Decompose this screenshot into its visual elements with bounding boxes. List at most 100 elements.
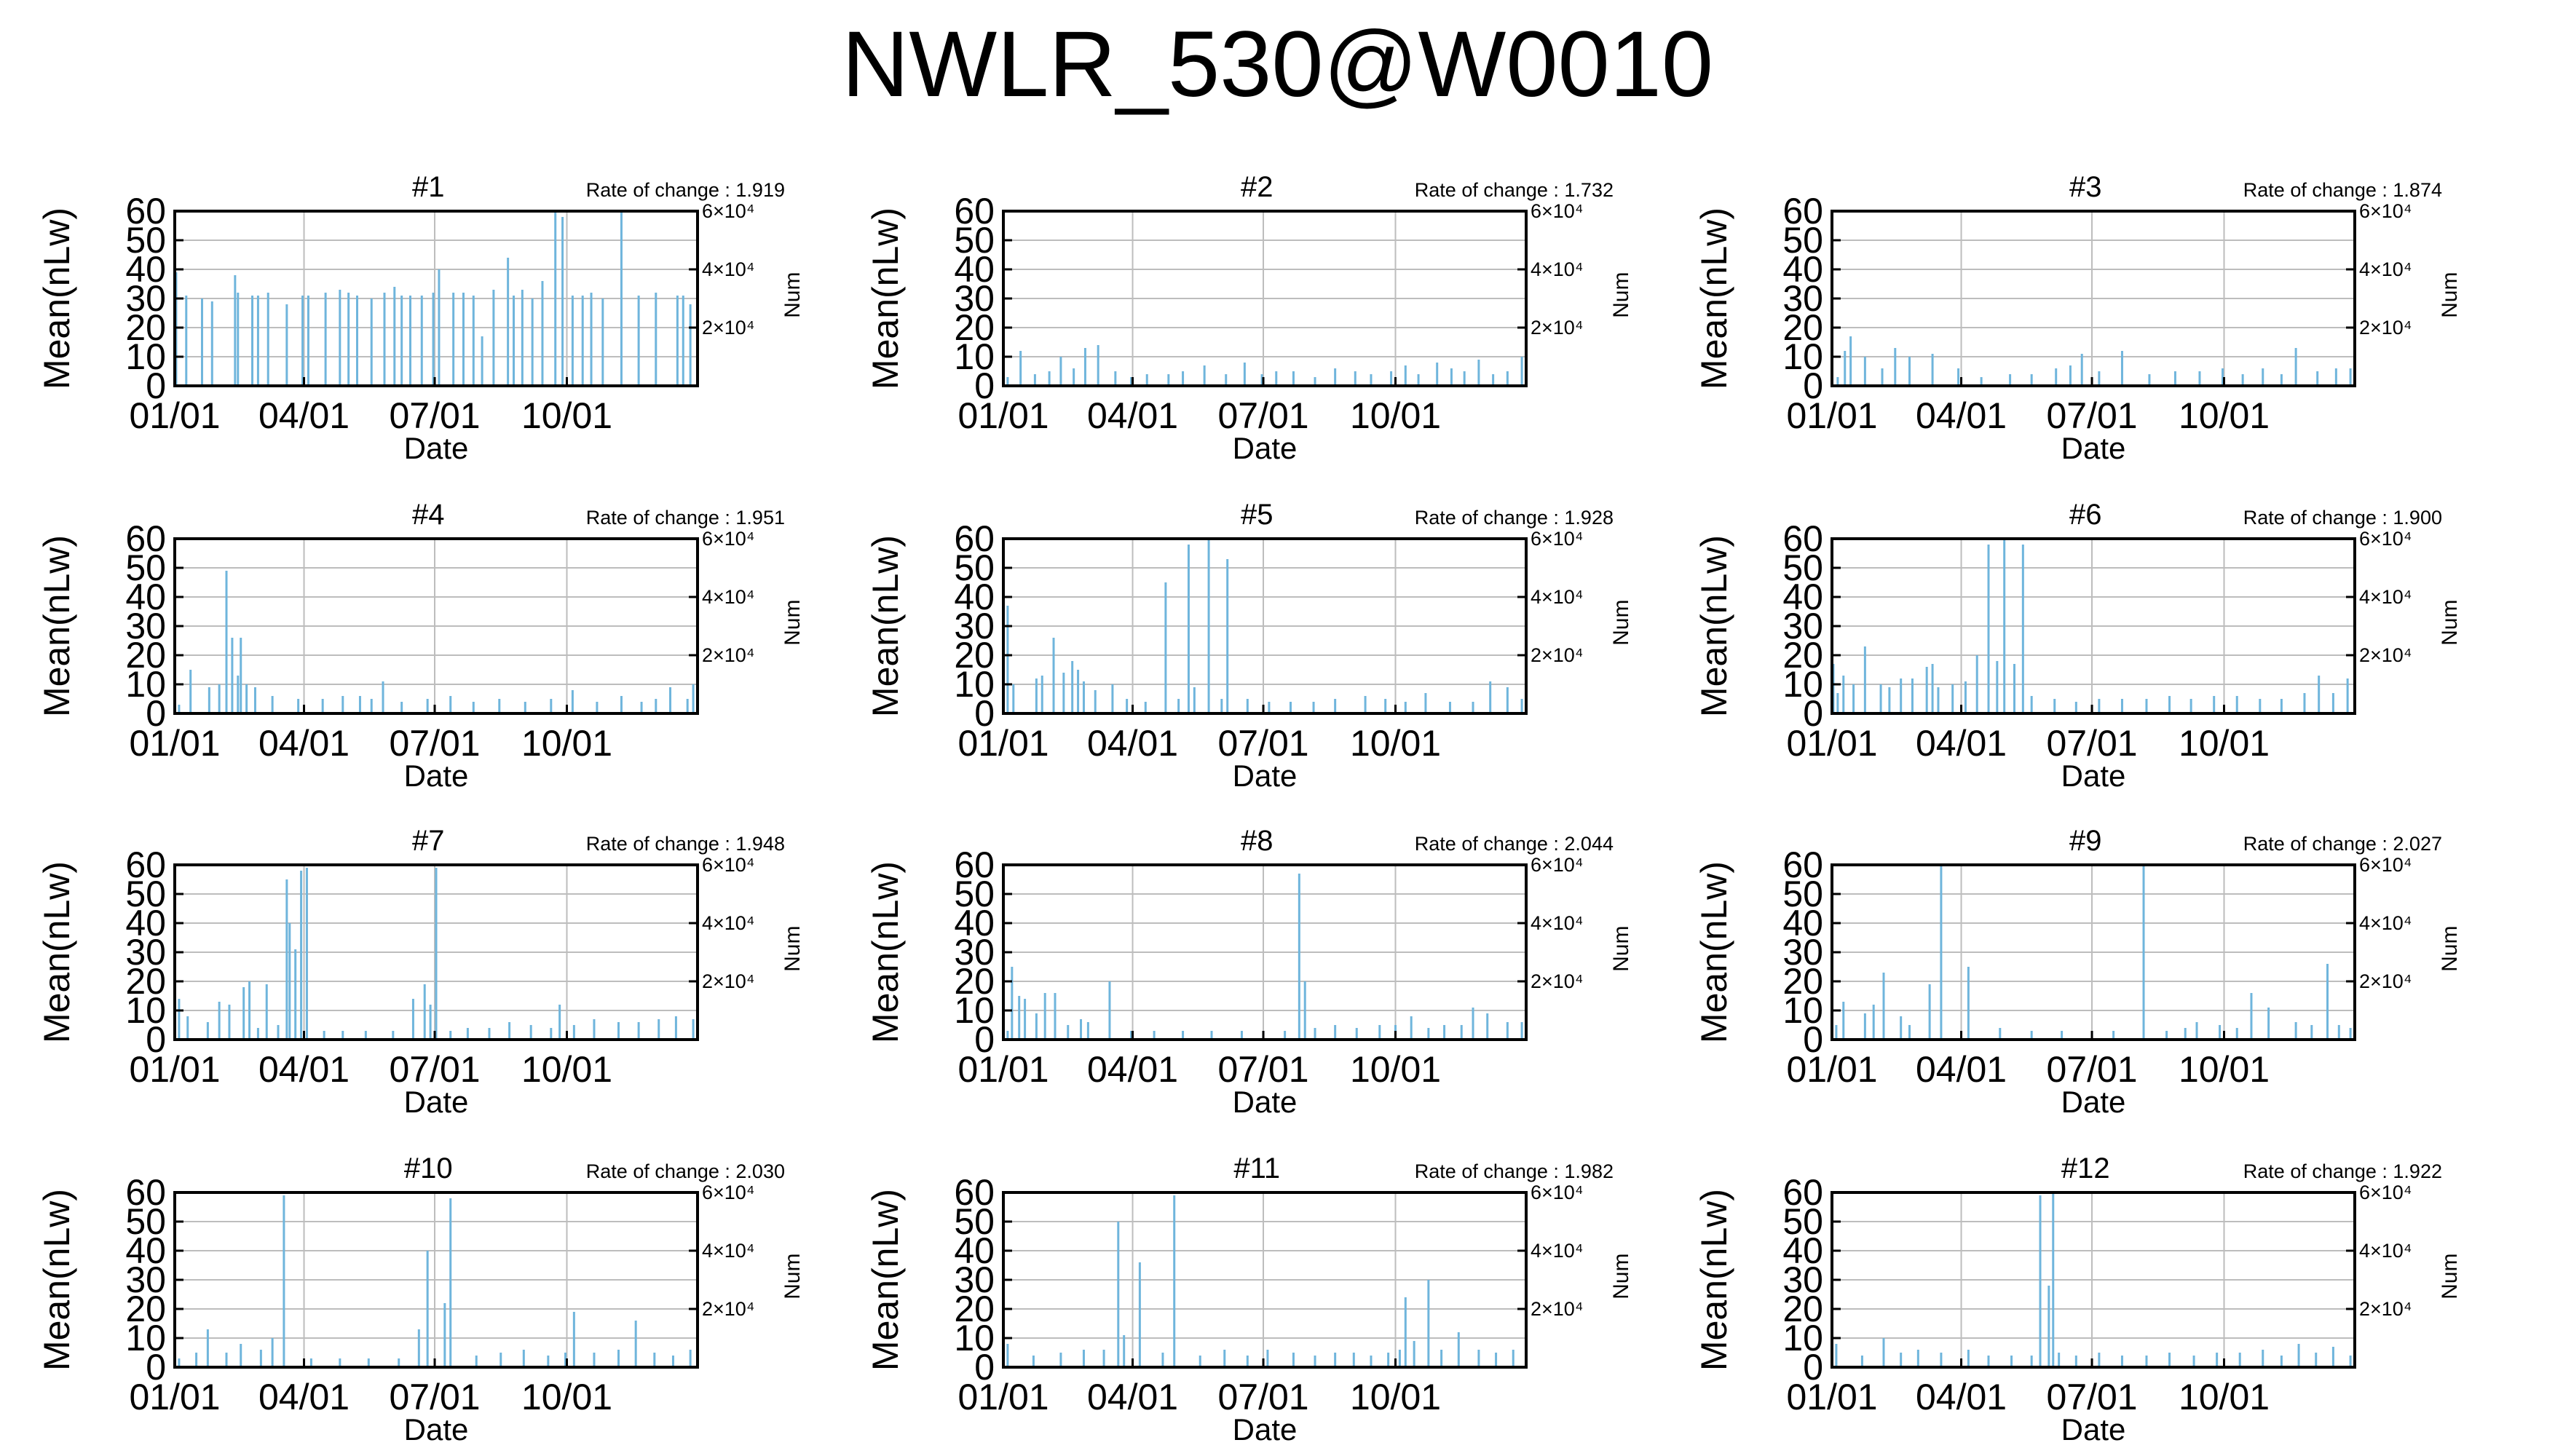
- y-tick-label: 40: [125, 1230, 166, 1271]
- x-tick-label: 07/01: [389, 1049, 480, 1090]
- figure-title: NWLR_530@W0010: [841, 12, 1714, 116]
- x-tick-label: 10/01: [1350, 395, 1441, 436]
- y-tick-label: 40: [1782, 1230, 1823, 1271]
- x-tick-label: 07/01: [1217, 723, 1308, 764]
- x-axis-label: Date: [404, 759, 469, 793]
- y-axis-label: Mean(nLw): [36, 1189, 77, 1371]
- y-tick-label: 50: [1782, 1201, 1823, 1242]
- y-tick-label: 0: [1803, 1019, 1823, 1060]
- x-tick-label: 07/01: [2046, 723, 2137, 764]
- y-tick-label: 50: [954, 547, 995, 588]
- y2-tick-label: 2×10⁴: [1531, 970, 1583, 992]
- x-tick-label: 04/01: [1916, 723, 2007, 764]
- y-tick-label: 0: [974, 1019, 995, 1060]
- y-tick-label: 0: [974, 693, 995, 734]
- x-tick-label: 07/01: [1217, 1049, 1308, 1090]
- y-axis-label: Mean(nLw): [865, 535, 906, 717]
- y-tick-label: 40: [954, 1230, 995, 1271]
- y2-tick-label: 4×10⁴: [1531, 258, 1583, 280]
- x-tick-label: 10/01: [521, 1377, 612, 1417]
- y2-tick-label: 4×10⁴: [2359, 1240, 2412, 1262]
- y2-tick-label: 4×10⁴: [702, 1240, 754, 1262]
- y-tick-label: 50: [125, 220, 166, 261]
- y2-tick-label: 2×10⁴: [2359, 317, 2412, 339]
- x-tick-label: 07/01: [389, 1377, 480, 1417]
- x-tick-label: 01/01: [129, 395, 220, 436]
- y-tick-label: 10: [954, 990, 995, 1031]
- y-tick-label: 10: [954, 1318, 995, 1358]
- y-tick-label: 0: [146, 1347, 166, 1388]
- y-axis-label: Mean(nLw): [36, 861, 77, 1043]
- y-axis-label: Mean(nLw): [36, 535, 77, 717]
- y-tick-label: 40: [954, 249, 995, 290]
- y-tick-label: 30: [125, 606, 166, 646]
- rate-of-change-label: Rate of change : 1.951: [586, 507, 785, 529]
- y2-tick-label: 4×10⁴: [2359, 912, 2412, 934]
- y-tick-label: 20: [125, 1289, 166, 1329]
- y-tick-label: 50: [1782, 220, 1823, 261]
- y-axis-label: Mean(nLw): [1694, 535, 1734, 717]
- y-tick-label: 60: [1782, 844, 1823, 885]
- y2-axis-label: Num: [1609, 1254, 1633, 1299]
- y2-tick-label: 2×10⁴: [702, 970, 754, 992]
- x-tick-label: 07/01: [1217, 395, 1308, 436]
- y2-tick-label: 4×10⁴: [702, 586, 754, 608]
- chart-title: #11: [1233, 1152, 1280, 1184]
- y-tick-label: 40: [125, 249, 166, 290]
- chart-title: #6: [2069, 499, 2102, 531]
- y-tick-label: 30: [1782, 606, 1823, 646]
- x-axis-label: Date: [2061, 1412, 2126, 1447]
- y-tick-label: 10: [954, 336, 995, 377]
- rate-of-change-label: Rate of change : 1.919: [586, 179, 785, 201]
- y-tick-label: 60: [954, 518, 995, 559]
- y-tick-label: 30: [1782, 278, 1823, 319]
- x-axis-label: Date: [2061, 1085, 2126, 1119]
- y-tick-label: 20: [954, 307, 995, 348]
- y2-axis-label: Num: [781, 926, 805, 972]
- x-tick-label: 01/01: [957, 395, 1049, 436]
- rate-of-change-label: Rate of change : 2.044: [1415, 833, 1614, 855]
- y2-tick-label: 6×10⁴: [702, 1182, 754, 1203]
- y2-tick-label: 4×10⁴: [702, 912, 754, 934]
- x-tick-label: 07/01: [1217, 1377, 1308, 1417]
- y-tick-label: 40: [125, 903, 166, 943]
- x-tick-label: 01/01: [957, 723, 1049, 764]
- y2-tick-label: 4×10⁴: [1531, 912, 1583, 934]
- rate-of-change-label: Rate of change : 2.027: [2243, 833, 2442, 855]
- y2-axis-label: Num: [2438, 600, 2462, 646]
- y-tick-label: 60: [125, 191, 166, 232]
- y-tick-label: 0: [146, 1019, 166, 1060]
- y-tick-label: 40: [1782, 577, 1823, 617]
- y-tick-label: 30: [125, 1259, 166, 1300]
- y2-axis-label: Num: [1609, 600, 1633, 646]
- y2-tick-label: 2×10⁴: [1531, 317, 1583, 339]
- rate-of-change-label: Rate of change : 1.900: [2243, 507, 2442, 529]
- y-tick-label: 20: [954, 1289, 995, 1329]
- x-tick-label: 01/01: [1786, 395, 1877, 436]
- chart-title: #2: [1241, 171, 1273, 203]
- y-tick-label: 30: [125, 278, 166, 319]
- chart-title: #9: [2069, 825, 2102, 857]
- y-tick-label: 60: [1782, 1172, 1823, 1213]
- y-tick-label: 20: [1782, 635, 1823, 676]
- y-tick-label: 50: [1782, 874, 1823, 914]
- x-tick-label: 01/01: [1786, 723, 1877, 764]
- y-tick-label: 20: [954, 961, 995, 1002]
- y-tick-label: 10: [1782, 1318, 1823, 1358]
- rate-of-change-label: Rate of change : 2.030: [586, 1160, 785, 1182]
- chart-title: #10: [404, 1152, 453, 1184]
- y-tick-label: 10: [1782, 664, 1823, 705]
- y2-tick-label: 2×10⁴: [2359, 644, 2412, 666]
- y2-tick-label: 6×10⁴: [2359, 200, 2412, 222]
- chart-title: #7: [412, 825, 445, 857]
- y-tick-label: 10: [954, 664, 995, 705]
- y2-tick-label: 2×10⁴: [2359, 970, 2412, 992]
- x-tick-label: 10/01: [1350, 1377, 1441, 1417]
- y-tick-label: 10: [125, 664, 166, 705]
- x-tick-label: 04/01: [1916, 1049, 2007, 1090]
- y2-axis-label: Num: [2438, 926, 2462, 972]
